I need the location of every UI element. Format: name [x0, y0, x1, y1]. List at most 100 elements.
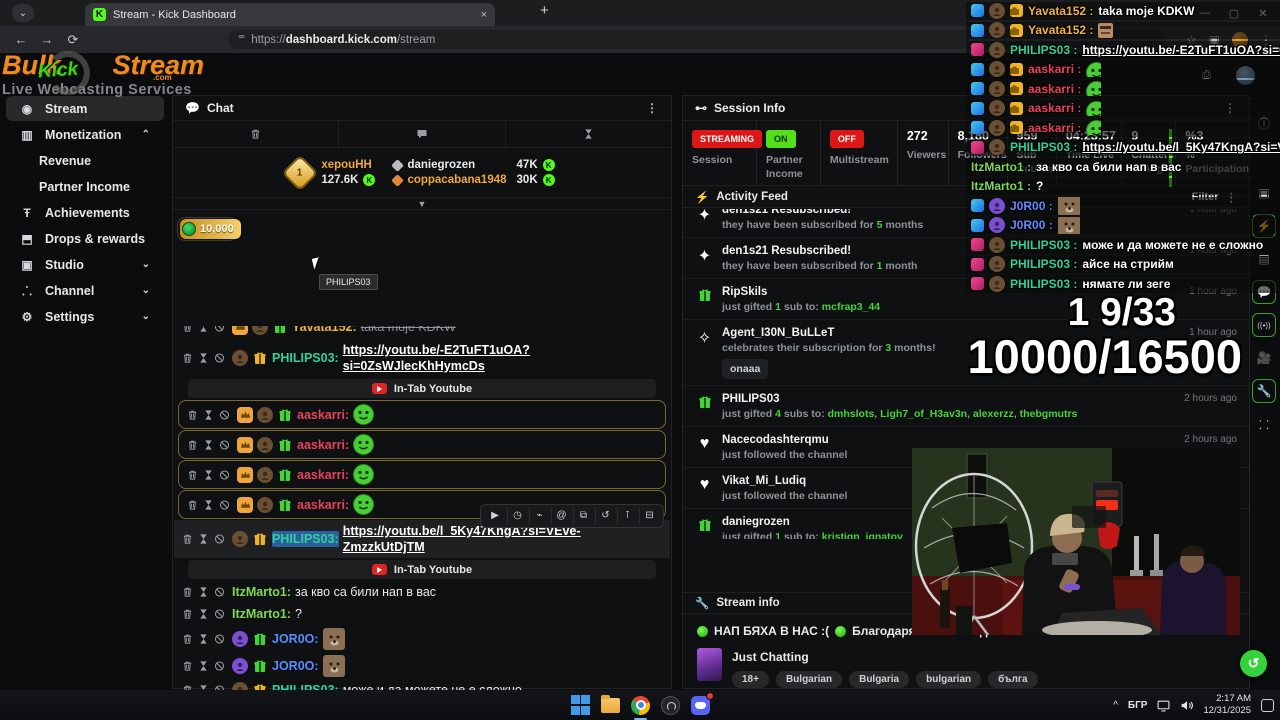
chat-message[interactable]: PHILIPS03: https://youtu.be/l_5Ky47KngA?s… [174, 504, 670, 558]
dark-app-icon[interactable] [660, 695, 681, 716]
trash-icon[interactable] [182, 660, 193, 672]
ban-icon[interactable] [219, 409, 230, 421]
activity-item[interactable]: PHILIPS03 just gifted 4 subs to: dmhslots… [683, 386, 1249, 427]
clock-icon[interactable]: ◷ [507, 507, 527, 525]
tab-close-icon[interactable]: × [480, 8, 487, 21]
ban-icon[interactable] [214, 608, 225, 620]
chat-message[interactable]: JOR0O: [174, 652, 670, 679]
chat-message-link[interactable]: https://youtu.be/-E2TuFT1uOA?si=0ZsWJlec… [342, 343, 530, 373]
start-button[interactable] [570, 695, 591, 716]
sidebar-item-achievements[interactable]: Ŧ Achievements [6, 200, 164, 225]
timeout-icon[interactable] [203, 499, 214, 511]
support-widget-button[interactable]: ↺ [1240, 650, 1267, 677]
ban-icon[interactable] [214, 533, 225, 545]
back-icon[interactable]: ← [14, 32, 28, 47]
trash-icon[interactable] [187, 409, 198, 421]
chat-message[interactable]: PHILIPS03: https://youtu.be/-E2TuFT1uOA?s… [174, 339, 670, 377]
chat-username[interactable]: JOR0O: [272, 658, 319, 673]
mention-icon[interactable]: @ [551, 507, 571, 525]
eye-slash-icon[interactable]: ⌁ [529, 507, 549, 525]
chat-username[interactable]: JOR0O: [272, 631, 319, 646]
leaderboard-collapse-handle[interactable]: ▼ [173, 198, 671, 210]
timeout-icon[interactable] [198, 533, 209, 545]
volume-icon[interactable] [1180, 699, 1194, 712]
chat-message[interactable]: aaskarri: [178, 400, 666, 429]
sidebar-item-stream[interactable]: ◉ Stream [6, 96, 164, 121]
share-icon[interactable]: ⸬ [1259, 417, 1269, 432]
stream-tag[interactable]: bulgarian [916, 671, 982, 688]
chat-username[interactable]: aaskarri: [297, 497, 350, 512]
trash-icon[interactable]: ⊟ [639, 507, 659, 525]
ban-icon[interactable] [214, 633, 225, 645]
trash-icon[interactable] [182, 352, 193, 364]
activity-item[interactable]: RipSkils just gifted 1 sub to: mcfrap3_44… [683, 279, 1249, 320]
sidebar-item-monetization[interactable]: ▥ Monetization ⌃ [6, 122, 164, 147]
timeout-icon[interactable] [203, 409, 214, 421]
notification-center-icon[interactable] [1261, 698, 1274, 712]
sidebar-item-drops-rewards[interactable]: ⬒ Drops & rewards [6, 226, 164, 251]
url-bar[interactable]: °° https://dashboard.kick.com/stream [228, 30, 1166, 49]
chat-username[interactable]: PHILIPS03: [272, 351, 339, 365]
sidebar-item-revenue[interactable]: Revenue [6, 148, 164, 173]
ban-icon[interactable] [214, 660, 225, 672]
chrome-icon[interactable] [630, 695, 651, 720]
activity-item[interactable]: ✧ Agent_I30N_BuLLeT celebrates their subsc… [683, 320, 1249, 386]
ban-icon[interactable] [214, 586, 225, 598]
trash-icon[interactable] [187, 499, 198, 511]
forward-icon[interactable]: → [40, 32, 54, 47]
trash-icon[interactable] [187, 469, 198, 481]
chat-message[interactable]: Yavata152: taka moje KDKW [174, 326, 670, 338]
clear-chat-button[interactable] [173, 121, 340, 147]
network-icon[interactable] [1157, 699, 1170, 712]
chat-message[interactable]: aaskarri: [178, 460, 666, 489]
stream-tag[interactable]: Bulgaria [849, 671, 910, 688]
site-info-icon[interactable]: °° [238, 33, 245, 46]
chat-username[interactable]: ItzMarto1: [232, 585, 292, 599]
timeout-icon[interactable] [198, 660, 209, 672]
chat-message[interactable]: JOR0O: [174, 625, 670, 652]
discord-icon[interactable] [690, 691, 714, 716]
extensions-icon[interactable]: ▣ [1208, 32, 1220, 47]
timeout-icon[interactable] [198, 586, 209, 598]
reply-icon[interactable]: ↺ [595, 507, 615, 525]
chat-mode-button[interactable] [339, 121, 506, 147]
chat-message[interactable]: ItzMarto1: за кво са били нап в вас [174, 581, 670, 603]
sidebar-item-channel[interactable]: ⸫ Channel ⌄ [6, 278, 164, 303]
in-tab-youtube-button[interactable]: In-Tab Youtube [188, 560, 656, 579]
chat-menu-icon[interactable]: ⋮ [646, 101, 659, 115]
language-indicator[interactable]: БГР [1127, 699, 1148, 711]
ban-icon[interactable] [219, 469, 230, 481]
timeout-icon[interactable] [198, 608, 209, 620]
play-icon[interactable]: ▶ [491, 510, 499, 521]
timeout-icon[interactable] [198, 633, 209, 645]
chat-username[interactable]: aaskarri: [297, 407, 350, 422]
ban-icon[interactable] [214, 352, 225, 364]
copy-icon[interactable]: ⧉ [573, 507, 593, 525]
reload-icon[interactable]: ⟳ [67, 31, 79, 47]
ban-icon[interactable] [214, 326, 225, 333]
wrench-icon[interactable]: 🔧 [1252, 379, 1276, 403]
slow-mode-button[interactable] [506, 121, 671, 147]
camera-icon[interactable]: 🎥 [1256, 351, 1272, 365]
chat-username[interactable]: aaskarri: [297, 437, 350, 452]
chat-message[interactable]: aaskarri: [178, 490, 666, 519]
clock[interactable]: 2:17 AM 12/31/2025 [1203, 692, 1251, 716]
gift-goal-pill[interactable]: 10,000 [177, 217, 241, 241]
file-explorer-icon[interactable] [600, 694, 621, 716]
activity-item[interactable]: ✦ den1s21 Resubscribed! they have been sub… [683, 209, 1249, 238]
timeout-icon[interactable] [198, 326, 209, 333]
sidebar-item-partner-income[interactable]: Partner Income [6, 174, 164, 199]
bookmark-star-icon[interactable]: ☆ [1185, 32, 1197, 47]
sidebar-item-studio[interactable]: ▣ Studio ⌄ [6, 252, 164, 277]
new-tab-button[interactable]: + [540, 2, 549, 19]
gift-leaderboard[interactable]: 1 xepouHH 127.6K K daniegrozen coppacaban… [173, 148, 671, 198]
sidebar-item-settings[interactable]: ⚙ Settings ⌄ [6, 304, 164, 329]
timeout-icon[interactable] [203, 469, 214, 481]
tab-search-icon[interactable]: ⌄ [12, 4, 34, 22]
stream-tag[interactable]: бълга [988, 671, 1038, 688]
trash-icon[interactable] [187, 439, 198, 451]
trash-icon[interactable] [182, 533, 193, 545]
trash-icon[interactable] [182, 326, 193, 333]
timeout-icon[interactable] [203, 439, 214, 451]
in-tab-youtube-button[interactable]: In-Tab Youtube [188, 379, 656, 398]
